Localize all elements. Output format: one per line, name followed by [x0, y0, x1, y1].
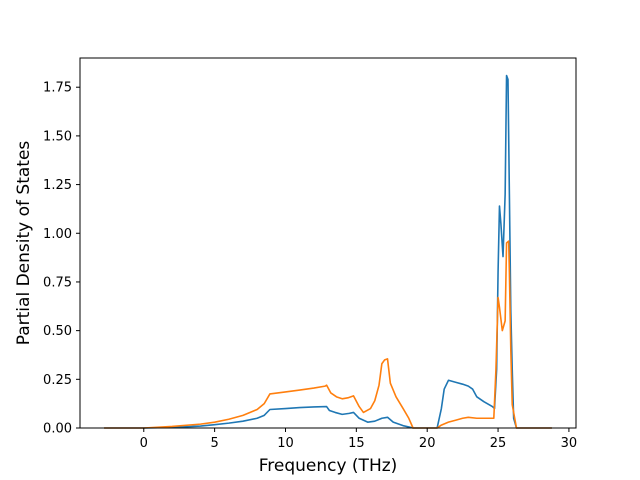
x-tick-label: 30	[561, 436, 578, 451]
x-tick-label: 5	[210, 436, 218, 451]
x-tick-label: 0	[140, 436, 148, 451]
x-tick-label: 15	[348, 436, 365, 451]
y-axis-label: Partial Density of States	[14, 141, 34, 346]
y-tick-label: 1.50	[43, 129, 72, 144]
x-axis-ticks: 0 5 10 15 20 25 30	[140, 428, 578, 451]
y-tick-label: 0.00	[43, 422, 72, 437]
x-tick-label: 25	[490, 436, 507, 451]
y-tick-label: 1.75	[43, 81, 72, 96]
plot-frame	[79, 57, 577, 429]
x-axis-label: Frequency (THz)	[259, 456, 398, 476]
y-tick-label: 0.50	[43, 324, 72, 339]
x-tick-label: 10	[277, 436, 294, 451]
y-axis-ticks: 0.00 0.25 0.50 0.75 1.00 1.25 1.50 1.75	[43, 81, 80, 437]
y-tick-label: 0.75	[43, 275, 72, 290]
y-tick-label: 1.00	[43, 227, 72, 242]
series-line-2	[104, 240, 552, 429]
x-tick-label: 20	[419, 436, 436, 451]
y-tick-label: 1.25	[43, 178, 72, 193]
y-tick-label: 0.25	[43, 373, 72, 388]
